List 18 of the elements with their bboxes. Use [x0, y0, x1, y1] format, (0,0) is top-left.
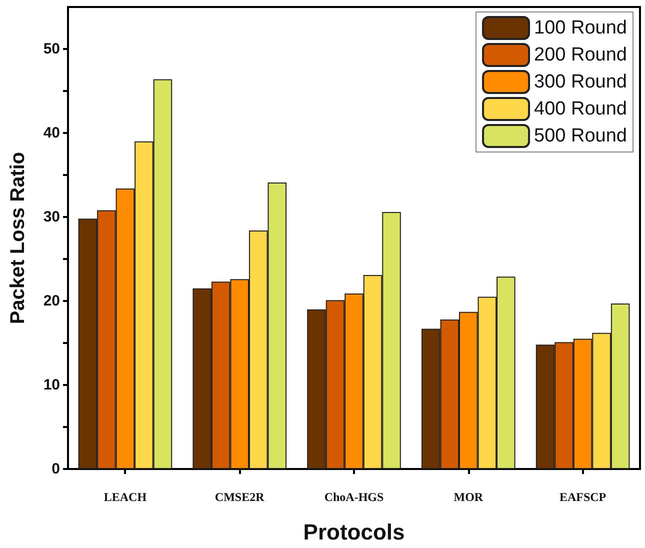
legend-label: 500 Round [534, 126, 627, 146]
x-tick-label: MOR [454, 490, 484, 504]
y-axis-title: Packet Loss Ratio [7, 152, 29, 324]
legend-label: 400 Round [534, 98, 627, 120]
y-tick-label: 10 [43, 376, 60, 394]
y-tick-label: 40 [43, 124, 60, 142]
x-tick-label: LEACH [104, 490, 148, 504]
x-tick-label: EAFSCP [559, 490, 606, 504]
x-axis-title: Protocols [303, 520, 405, 544]
y-tick-label: 30 [43, 208, 60, 226]
legend-label: 100 Round [534, 18, 627, 38]
y-tick-label: 0 [52, 460, 60, 478]
legend-label: 200 Round [534, 44, 627, 66]
y-tick-label: 20 [43, 292, 60, 310]
legend-label: 300 Round [534, 72, 627, 92]
y-tick-label: 50 [43, 40, 60, 58]
x-tick-label: CMSE2R [214, 490, 265, 504]
x-tick-label: ChoA-HGS [324, 490, 384, 504]
